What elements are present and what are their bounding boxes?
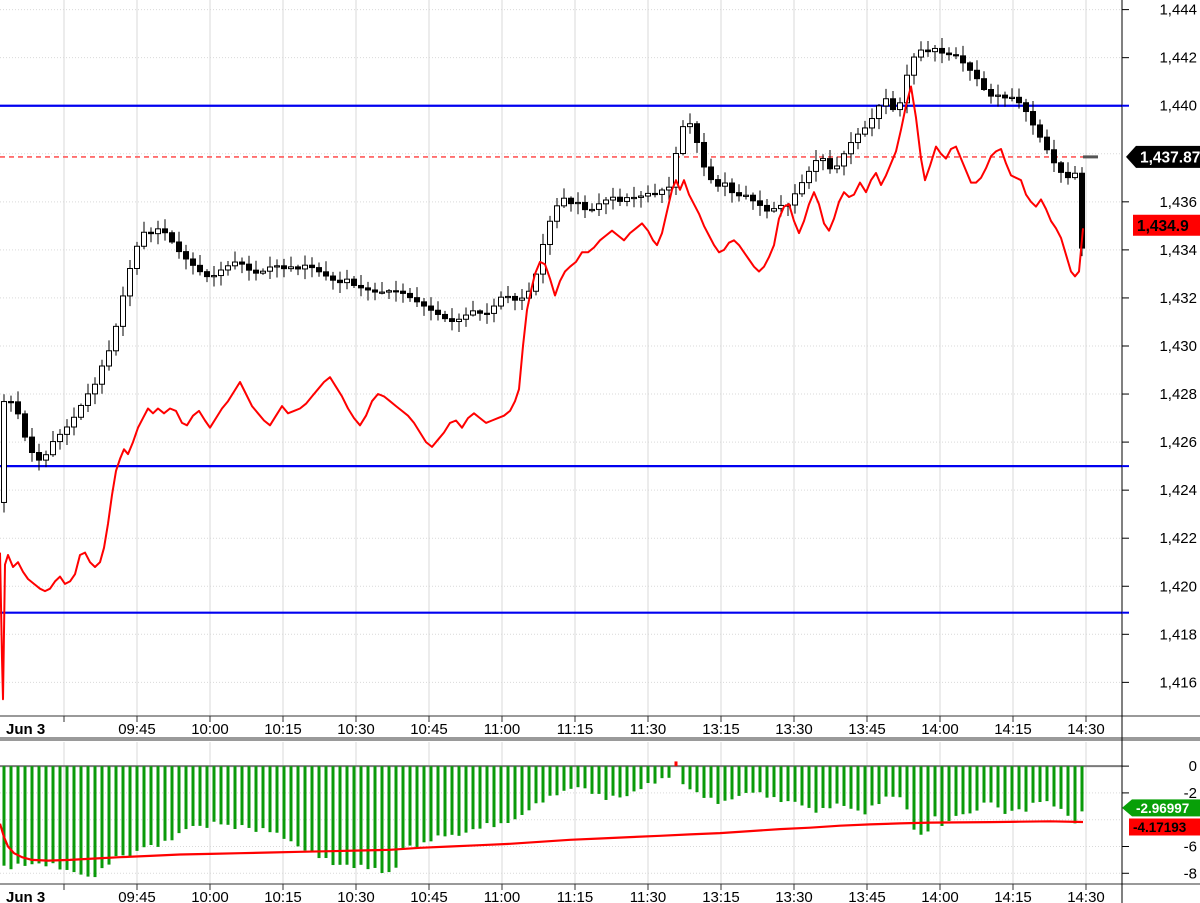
sub-axis-label: -8 (1184, 865, 1197, 882)
overlay-red-line (0, 85, 1084, 701)
svg-text:-2.96997: -2.96997 (1136, 801, 1189, 816)
time-label: 14:30 (1067, 889, 1105, 903)
price-axis-label: 1,430 (1159, 338, 1197, 355)
time-label: 10:45 (410, 721, 448, 738)
time-label: 11:30 (630, 889, 666, 903)
price-axis-label: 1,420 (1159, 578, 1197, 595)
sub-axis-label: -2 (1184, 785, 1197, 802)
time-label: 10:30 (337, 889, 375, 903)
candles-layer[interactable] (1, 37, 1085, 513)
price-axis-label: 1,432 (1159, 290, 1197, 307)
price-tags: 1,437.87 1,434.9 -2.96997 -4.17193 (1122, 145, 1200, 836)
time-label: 10:30 (337, 721, 375, 738)
blue-reference-lines (0, 104, 1122, 614)
time-label: 11:30 (630, 721, 666, 738)
svg-text:-4.17193: -4.17193 (1133, 820, 1187, 835)
price-axis-label: 1,442 (1159, 50, 1197, 67)
price-axis-label: 1,422 (1159, 530, 1197, 547)
price-axis-label: 1,434 (1159, 242, 1197, 259)
time-label: 13:15 (702, 721, 740, 738)
histogram-layer[interactable] (0, 761, 1122, 878)
date-label: Jun 3 (6, 889, 45, 903)
gridlines (0, 0, 1122, 884)
time-label: 14:15 (994, 721, 1032, 738)
price-axis-label: 1,416 (1159, 674, 1197, 691)
time-label: 09:45 (118, 889, 156, 903)
time-label: 13:15 (702, 889, 740, 903)
time-label: 14:15 (994, 889, 1032, 903)
svg-text:1,437.87: 1,437.87 (1140, 149, 1200, 166)
time-label: 10:00 (191, 721, 229, 738)
time-label: 14:00 (921, 889, 959, 903)
time-label: 11:00 (484, 721, 520, 738)
price-axis-label: 1,424 (1159, 482, 1197, 499)
price-axis-label: 1,428 (1159, 386, 1197, 403)
price-axis-label: 1,426 (1159, 434, 1197, 451)
time-label: 10:15 (264, 889, 302, 903)
time-label: 14:30 (1067, 721, 1105, 738)
time-label: 11:15 (557, 721, 593, 738)
time-label: 13:45 (848, 721, 886, 738)
sub-red-line (0, 820, 1084, 862)
svg-text:1,434.9: 1,434.9 (1137, 218, 1189, 235)
time-axis: 09:45 10:00 10:15 10:30 10:45 11:00 11:15 11:30… (6, 716, 1105, 903)
time-label: 09:45 (118, 721, 156, 738)
time-label: 13:30 (775, 721, 813, 738)
price-axis: 1,444 1,442 1,440 1,436 1,434 1,432 1,430 1,428… (1122, 2, 1197, 882)
sub-axis-label: 0 (1189, 758, 1197, 775)
time-label: 10:15 (264, 721, 302, 738)
time-label: 13:45 (848, 889, 886, 903)
time-label: 10:00 (191, 889, 229, 903)
time-label: 13:30 (775, 889, 813, 903)
sub-axis-label: -6 (1184, 838, 1197, 855)
price-axis-label: 1,436 (1159, 194, 1197, 211)
price-axis-label: 1,418 (1159, 626, 1197, 643)
price-axis-label: 1,440 (1159, 98, 1197, 115)
time-label: 14:00 (921, 721, 959, 738)
time-label: 11:15 (557, 889, 593, 903)
time-label: 10:45 (410, 889, 448, 903)
time-label: 11:00 (484, 889, 520, 903)
date-label: Jun 3 (6, 721, 45, 738)
price-axis-label: 1,444 (1159, 2, 1197, 19)
